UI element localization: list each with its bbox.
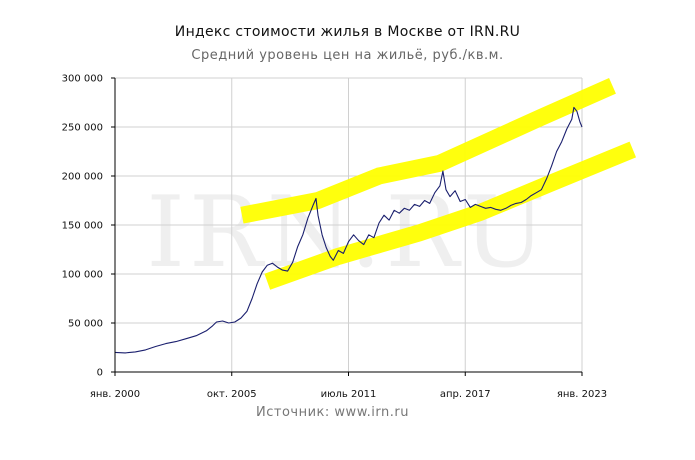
chart-subtitle: Средний уровень цен на жильё, руб./кв.м.: [191, 48, 504, 63]
x-tick-label: янв. 2023: [557, 389, 607, 400]
y-tick-label: 200 000: [62, 172, 103, 183]
x-tick-label: окт. 2005: [207, 389, 257, 400]
x-tick-label: янв. 2000: [90, 389, 140, 400]
price-series-line: [114, 106, 583, 354]
trend-band-1: [240, 78, 616, 224]
chart-title: Индекс стоимости жилья в Москве от IRN.R…: [174, 24, 521, 40]
y-tick-label: 150 000: [62, 221, 103, 232]
y-tick-label: 100 000: [62, 270, 103, 281]
trend-band-2: [264, 141, 637, 290]
y-tick-label: 0: [97, 368, 103, 379]
x-tick-label: июль 2011: [321, 389, 377, 400]
y-tick-label: 50 000: [68, 319, 103, 330]
y-tick-label: 250 000: [62, 123, 103, 134]
x-tick-label: апр. 2017: [440, 389, 491, 400]
y-tick-label: 300 000: [62, 74, 103, 85]
source-note: Источник: www.irn.ru: [256, 405, 409, 420]
